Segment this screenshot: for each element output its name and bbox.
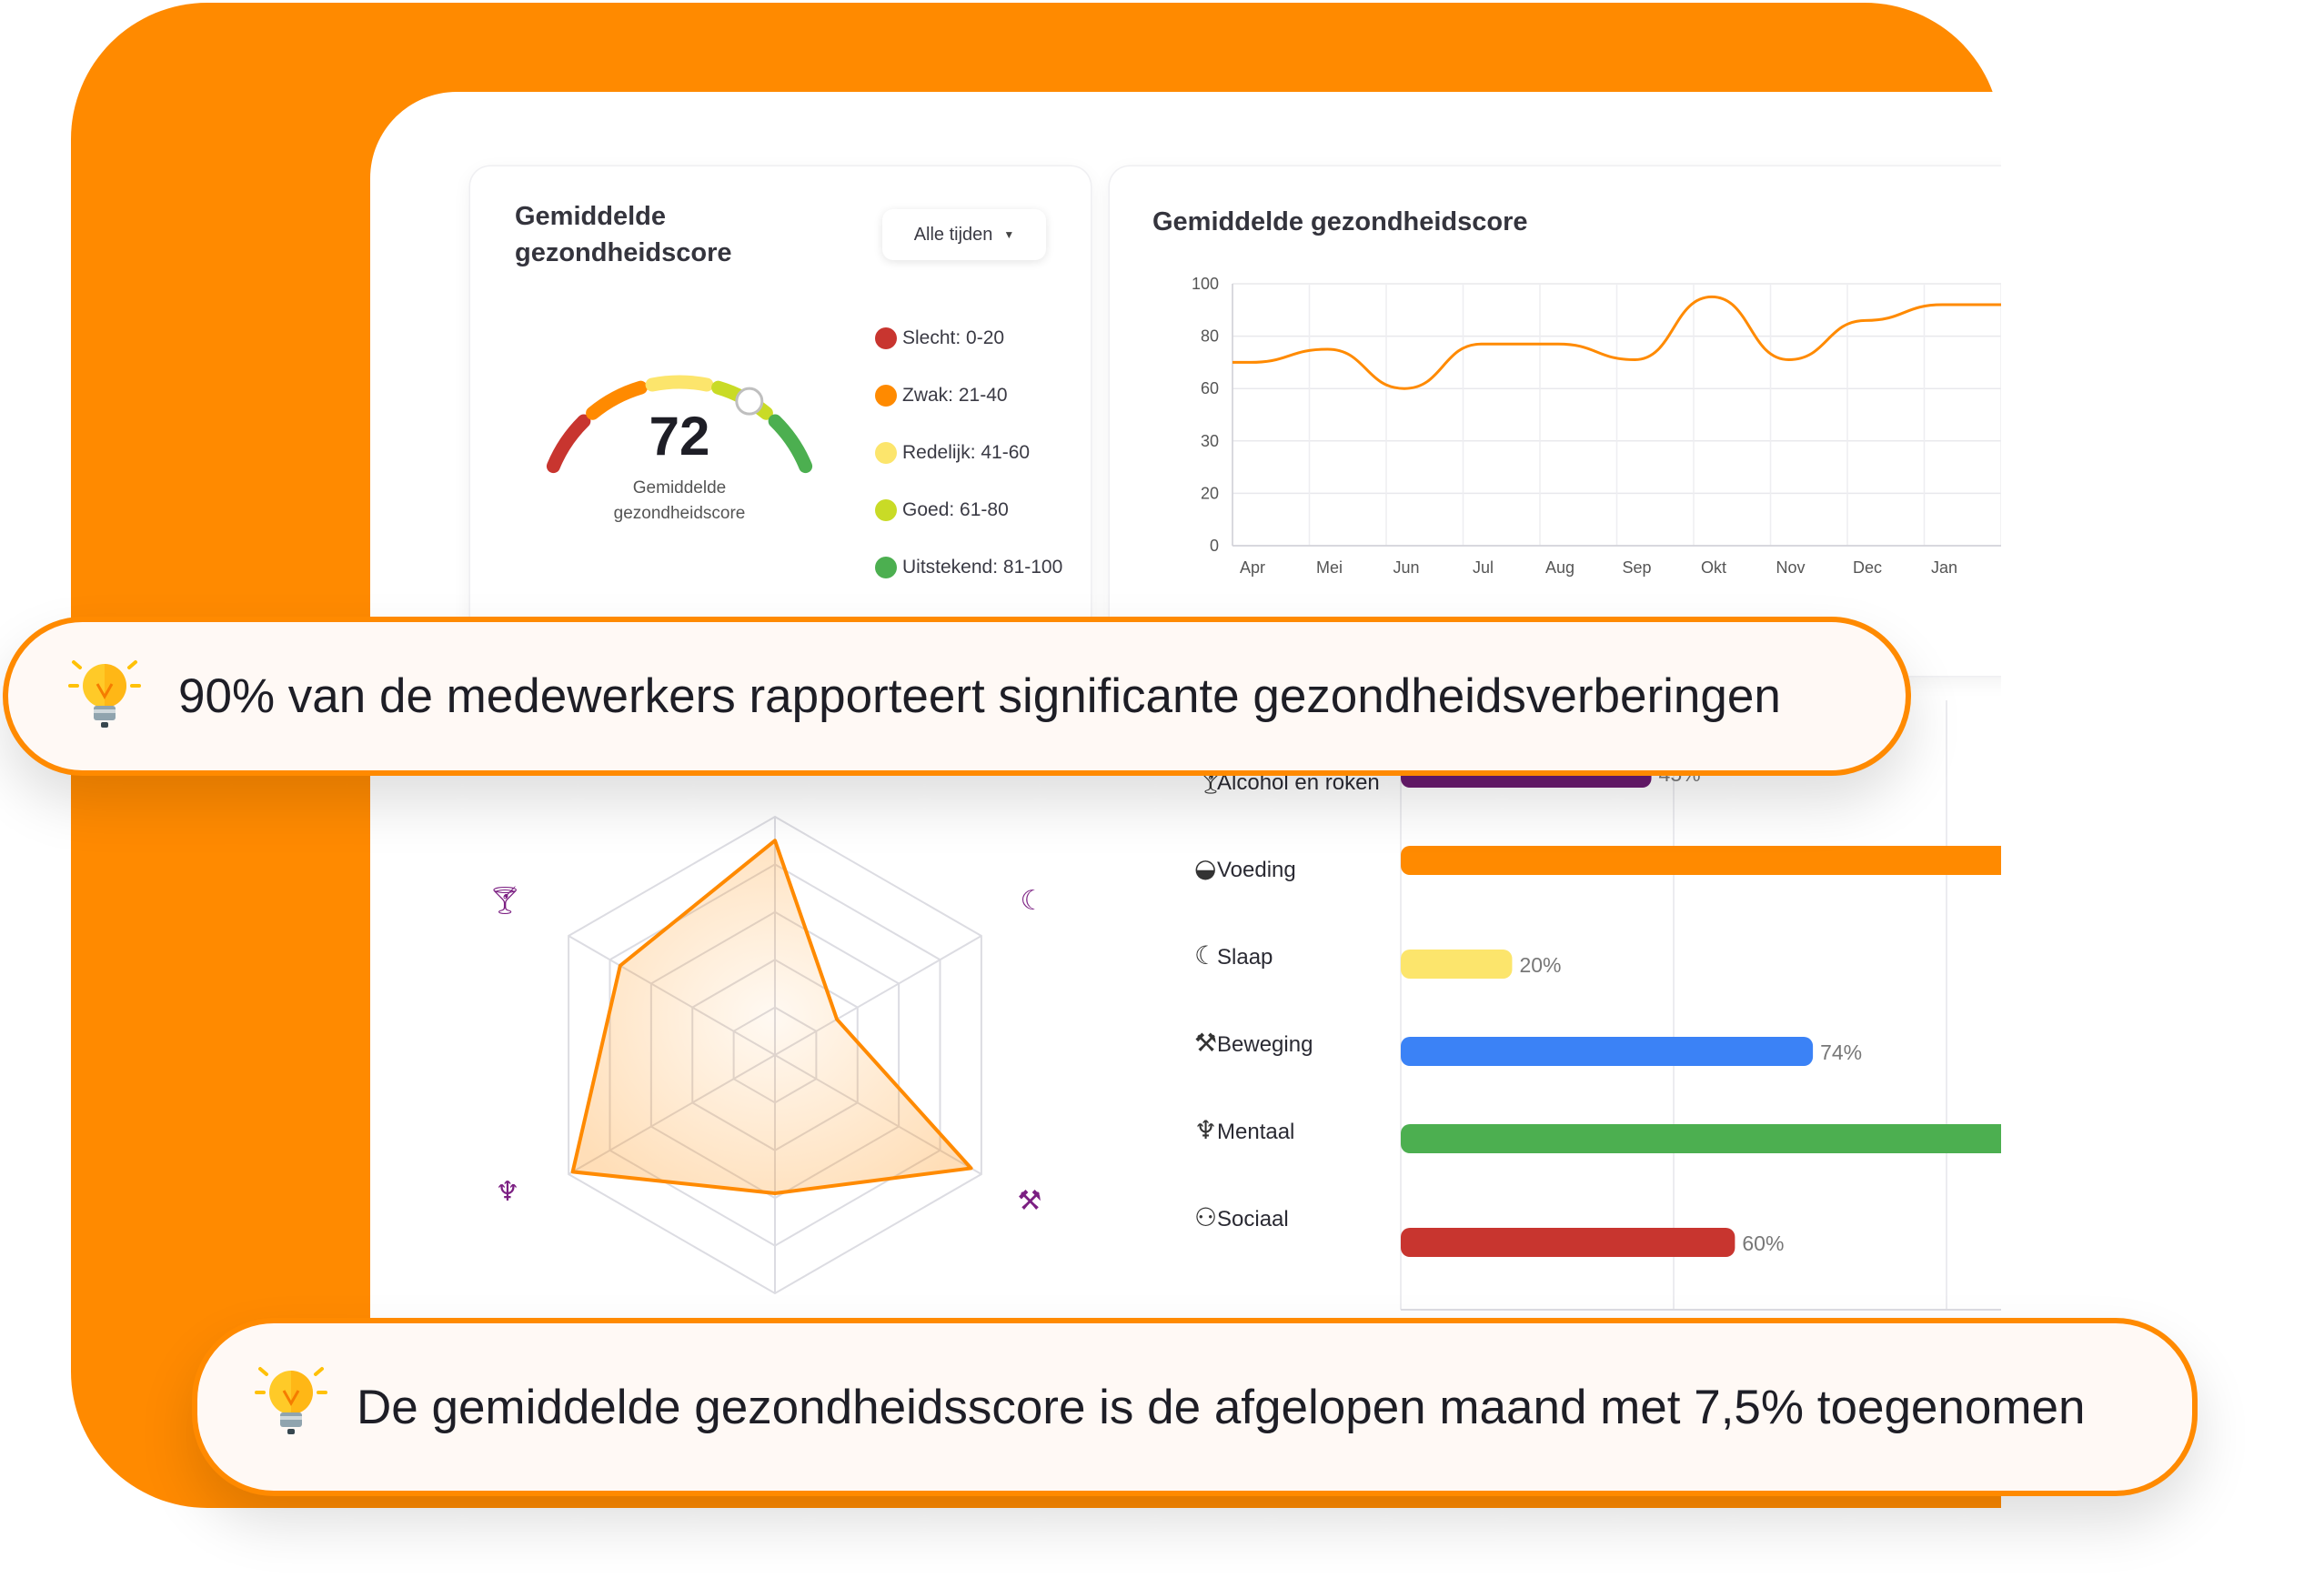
legend-label: Uitstekend: 81-100 (902, 557, 1063, 578)
bar-category-label: Voeding (1217, 858, 1296, 882)
category-bar-chart: 🍸︎Alcohol en roken45%◒Voeding☾Slaap20%⚒B… (1194, 700, 2001, 1311)
gauge-chart: 72 Gemiddelde gezondheidscore (546, 375, 813, 523)
x-tick-label: Okt (1701, 558, 1726, 577)
gauge-segment (546, 414, 591, 474)
trend-card (1110, 166, 2001, 676)
y-tick-label: 60 (1201, 379, 1219, 397)
legend-dot (875, 557, 897, 578)
gauge-segment (768, 414, 813, 474)
gauge-segment (586, 380, 648, 420)
dumbbell-icon: ⚒ (1018, 1185, 1042, 1217)
people-icon: ⚇ (1194, 1202, 1217, 1232)
lotus-icon: ♆ (496, 1176, 520, 1208)
legend-item: Redelijk: 41-60 (875, 442, 1030, 464)
lotus-icon: ♆ (1194, 1115, 1217, 1145)
bar-value-label: 74% (1820, 1040, 1862, 1064)
gauge-caption-line1: Gemiddelde (633, 478, 726, 498)
legend-label: Zwak: 21-40 (902, 385, 1008, 406)
bar (1401, 1037, 1814, 1066)
x-tick-label: Jan (1931, 558, 1957, 577)
moon-icon: ☾ (1021, 885, 1045, 917)
x-tick-label: Apr (1240, 558, 1265, 577)
legend-label: Goed: 61-80 (902, 499, 1009, 520)
legend-dot (875, 499, 897, 521)
x-tick-label: Aug (1545, 558, 1574, 577)
radar-chart: 🍸︎ ☾ ♆ ⚒ (488, 815, 1045, 1295)
bar-category-label: Mentaal (1217, 1120, 1294, 1144)
y-tick-label: 80 (1201, 327, 1219, 346)
legend-label: Redelijk: 41-60 (902, 442, 1031, 463)
bar-category-label: Slaap (1217, 945, 1273, 970)
gauge-indicator (735, 387, 764, 416)
bar (1401, 846, 2001, 875)
radar-area (570, 839, 973, 1195)
moon-icon: ☾ (1194, 940, 1217, 970)
callout-2-text: De gemiddelde gezondheidsscore is de afg… (357, 1380, 2086, 1434)
bowl-icon: ◒ (1194, 853, 1216, 883)
gauge-caption-line2: gezondheidscore (614, 504, 746, 523)
y-tick-label: 20 (1201, 484, 1219, 502)
cocktail-icon: 🍸︎ (488, 885, 522, 917)
chevron-down-icon: ▼ (1003, 228, 1015, 241)
x-tick-label: Jun (1393, 558, 1419, 577)
lightbulb-icon (68, 660, 141, 728)
bar-value-label: 20% (1519, 953, 1561, 977)
bar-category-label: Sociaal (1217, 1207, 1289, 1231)
x-tick-label: Sep (1622, 558, 1651, 577)
bar-value-label: 60% (1742, 1231, 1784, 1255)
callout-1-text: 90% van de medewerkers rapporteert signi… (178, 669, 1781, 723)
time-filter-dropdown[interactable]: Alle tijden ▼ (882, 209, 1046, 260)
y-tick-label: 0 (1210, 537, 1219, 555)
legend-item: Uitstekend: 81-100 (875, 557, 1062, 578)
dumbbell-icon: ⚒ (1194, 1028, 1217, 1058)
gauge-card-title: Gemiddelde gezondheidscore (515, 202, 732, 267)
trend-card-title: Gemiddelde gezondheidscore (1152, 207, 1528, 236)
gauge-score-value: 72 (649, 406, 710, 467)
bar-category-label: Beweging (1217, 1032, 1313, 1057)
legend-item: Slecht: 0-20 (875, 327, 1004, 349)
bar (1401, 1228, 1735, 1257)
trend-line (1232, 295, 2001, 390)
time-filter-label: Alle tijden (913, 224, 993, 245)
lightbulb-icon (255, 1367, 327, 1434)
y-tick-label: 100 (1192, 275, 1219, 293)
x-tick-label: Jul (1473, 558, 1494, 577)
bar (1401, 950, 1513, 979)
x-tick-label: Mei (1316, 558, 1343, 577)
legend-dot (875, 327, 897, 349)
insight-callout-2: De gemiddelde gezondheidsscore is de afg… (192, 1318, 2198, 1496)
legend-label: Slecht: 0-20 (902, 327, 1005, 348)
legend-item: Goed: 61-80 (875, 499, 1009, 521)
gauge-segment (645, 375, 714, 392)
y-tick-label: 30 (1201, 432, 1219, 450)
x-tick-label: Nov (1776, 558, 1805, 577)
x-tick-label: Dec (1853, 558, 1882, 577)
trend-line-chart: 100 80 60 30 20 0 Apr Mei Jun Jul Aug Sep Okt Nov Dec J… (1192, 275, 2001, 577)
bar (1401, 1124, 2001, 1153)
legend-dot (875, 442, 897, 464)
insight-callout-1: 90% van de medewerkers rapporteert signi… (3, 617, 1911, 776)
legend-dot (875, 385, 897, 407)
legend-item: Zwak: 21-40 (875, 385, 1008, 407)
